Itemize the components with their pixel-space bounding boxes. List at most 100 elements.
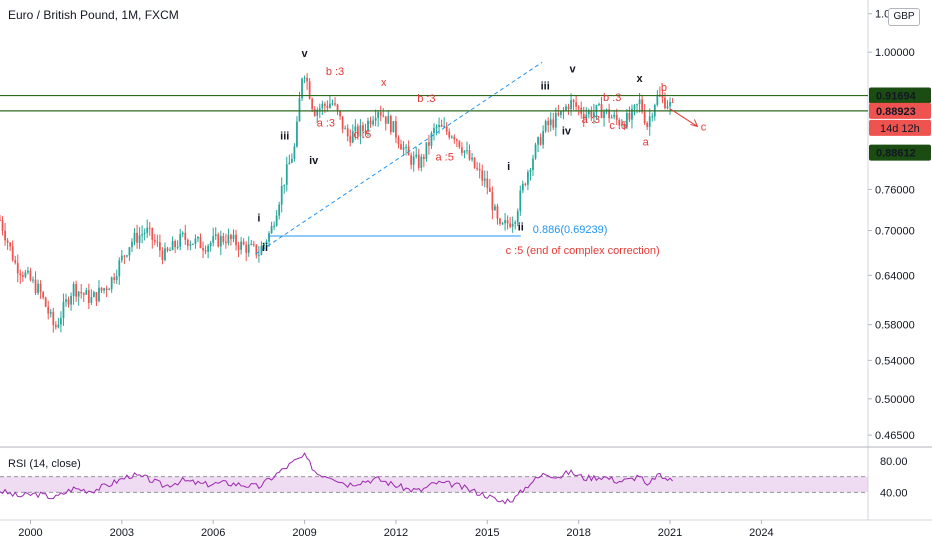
candle-body — [356, 126, 359, 137]
candle-body — [296, 121, 298, 147]
candle-body — [529, 170, 532, 173]
candle-body — [77, 291, 80, 297]
candle-body — [471, 157, 473, 160]
x-tick-label: 2021 — [658, 527, 682, 539]
candle-body — [623, 124, 626, 128]
candle-body — [463, 150, 466, 153]
candle-body — [280, 186, 283, 205]
candle-body — [593, 112, 595, 118]
candle-body — [27, 270, 29, 273]
candle-body — [75, 284, 78, 297]
candle-body — [582, 113, 585, 119]
candle-body — [656, 94, 659, 105]
candle-body — [57, 324, 60, 328]
candle-body — [255, 244, 258, 256]
candle-body — [39, 283, 42, 293]
candle-body — [478, 169, 481, 171]
candle-body — [646, 123, 649, 127]
candle-body — [369, 120, 372, 125]
candle-body — [349, 136, 352, 143]
candle-body — [113, 277, 116, 280]
candle-body — [494, 206, 496, 211]
candle-body — [270, 226, 273, 234]
wave-label: b :3 — [603, 92, 621, 104]
candle-body — [641, 99, 644, 112]
candle-body — [499, 218, 501, 224]
currency-badge[interactable]: GBP — [888, 8, 920, 26]
candle-body — [126, 255, 128, 257]
rsi-line — [0, 452, 673, 505]
candle-body — [240, 241, 242, 250]
candle-body — [481, 170, 484, 181]
candle-body — [37, 283, 39, 293]
candle-body — [410, 155, 413, 165]
wave-label: a — [643, 136, 650, 148]
wave-label: v — [570, 64, 577, 76]
candle-body — [400, 144, 402, 150]
candle-body — [171, 241, 174, 251]
candle-body — [389, 116, 392, 133]
candle-body — [80, 291, 83, 294]
candle-body — [346, 128, 349, 137]
candle-body — [544, 120, 547, 132]
candle-body — [0, 219, 1, 221]
y-tick-label: 0.54000 — [875, 355, 915, 367]
candle-body — [537, 137, 539, 145]
candle-body — [161, 250, 164, 261]
candle-body — [311, 98, 314, 110]
candle-body — [192, 243, 194, 245]
candle-body — [184, 232, 187, 240]
candle-body — [16, 262, 19, 274]
candle-body — [62, 301, 65, 319]
candle-body — [664, 97, 666, 109]
candle-body — [575, 102, 578, 107]
candle-body — [44, 297, 47, 307]
price-label: 0.91694 — [876, 91, 917, 103]
candle-body — [344, 128, 347, 130]
candle-body — [504, 220, 506, 224]
candle-body — [412, 156, 415, 165]
candle-body — [207, 245, 210, 252]
candle-body — [524, 183, 527, 185]
candle-body — [103, 288, 105, 291]
candle-body — [329, 103, 331, 108]
candle-body — [509, 223, 512, 227]
trend-line — [255, 61, 543, 255]
candle-body — [534, 144, 537, 159]
candle-body — [321, 103, 324, 109]
candle-body — [519, 190, 522, 212]
fib-level-label: 0.886(0.69239) — [533, 224, 608, 236]
candle-body — [131, 241, 133, 248]
candle-body — [242, 241, 245, 245]
rsi-tick-label: 80.00 — [880, 456, 908, 468]
candle-body — [232, 234, 235, 240]
candle-body — [486, 178, 489, 188]
candle-body — [491, 192, 494, 211]
candle-body — [527, 172, 529, 185]
candle-body — [407, 146, 410, 156]
candle-body — [70, 295, 72, 305]
candle-body — [547, 120, 550, 126]
candle-body — [636, 104, 638, 106]
candle-body — [334, 103, 336, 105]
candle-body — [433, 128, 435, 134]
candle-body — [384, 116, 387, 124]
candle-body — [268, 233, 270, 242]
candle-body — [151, 228, 154, 240]
candle-body — [488, 187, 491, 193]
candle-body — [313, 109, 316, 116]
candle-body — [136, 232, 138, 243]
candle-body — [197, 236, 199, 239]
candle-body — [52, 311, 55, 326]
candle-body — [252, 243, 255, 245]
candle-body — [620, 124, 623, 126]
candle-body — [382, 115, 385, 117]
wave-label: v — [301, 48, 308, 60]
candle-body — [587, 110, 590, 115]
candle-body — [339, 111, 341, 117]
x-tick-label: 2003 — [110, 527, 134, 539]
candle-body — [351, 131, 354, 143]
candle-body — [638, 99, 641, 105]
